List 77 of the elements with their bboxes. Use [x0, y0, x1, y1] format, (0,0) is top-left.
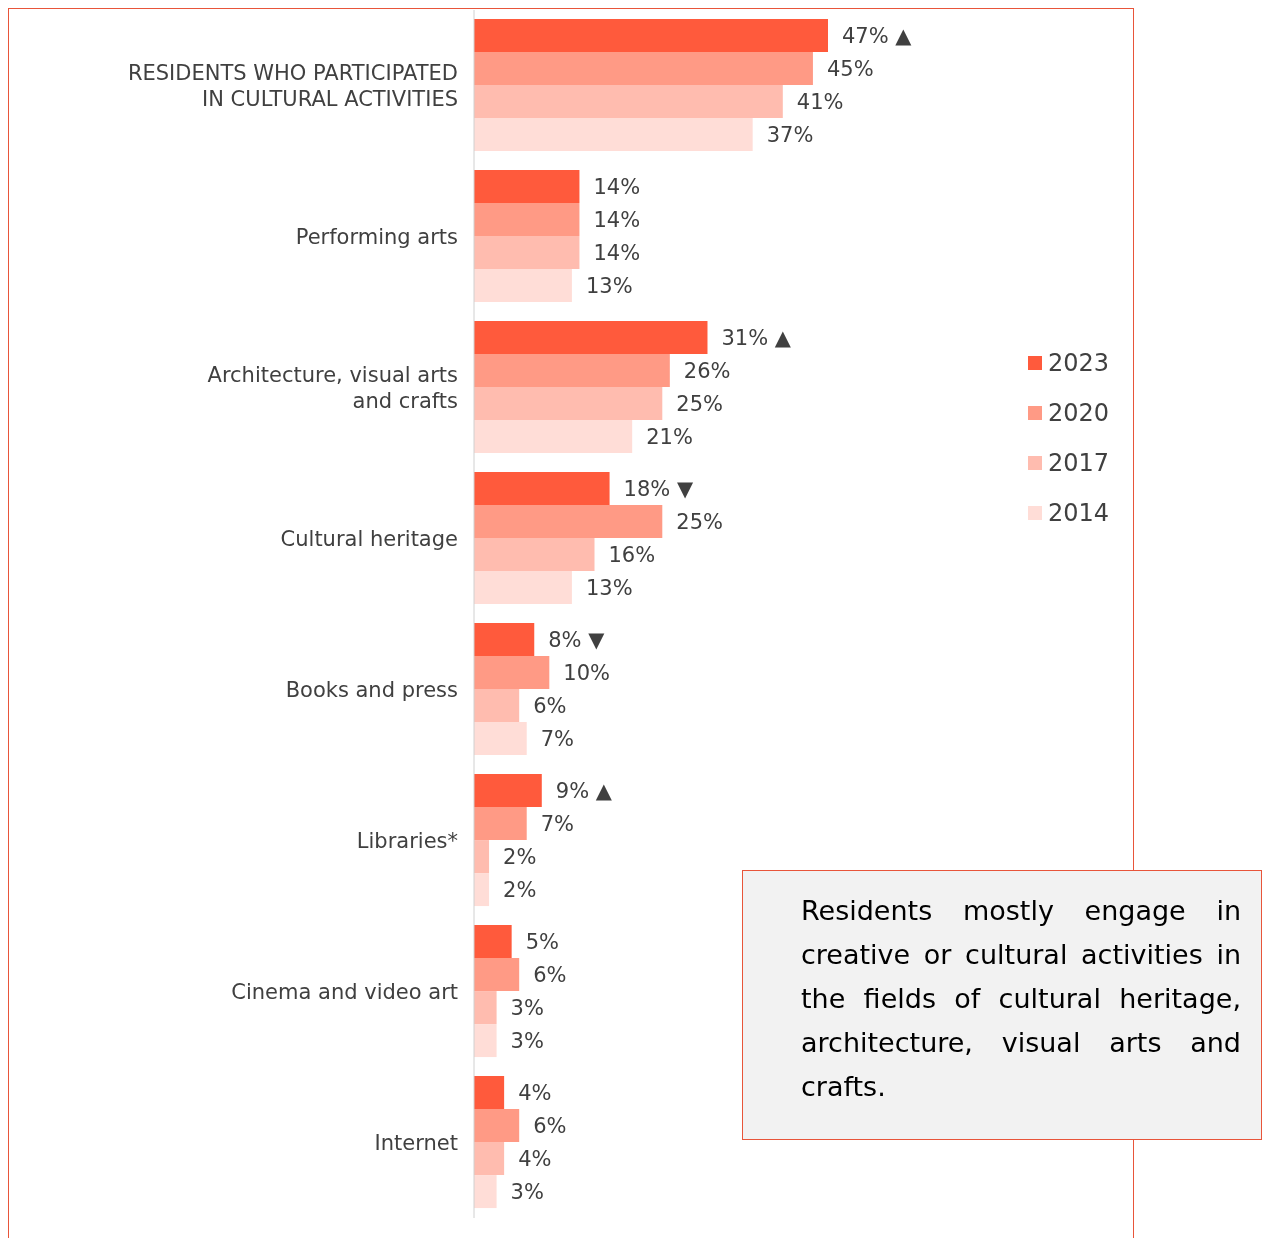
data-label: 13% [585, 576, 633, 601]
data-label: 10% [563, 661, 611, 686]
data-label: 21% [646, 425, 693, 450]
bar [474, 387, 663, 421]
bar [474, 925, 512, 959]
data-label: 37% [766, 123, 814, 148]
bar [474, 571, 572, 605]
data-label: 6% [533, 963, 567, 988]
bar [474, 170, 580, 204]
data-label: 4% [518, 1147, 552, 1172]
bar [474, 203, 580, 237]
bar [474, 505, 663, 539]
bar [474, 52, 813, 86]
data-label: 45% [826, 57, 874, 82]
bar [474, 420, 633, 454]
data-label: 7% [540, 727, 575, 752]
data-label: 6% [533, 694, 567, 719]
data-label: 14% [593, 175, 641, 200]
data-label: 25% [676, 392, 723, 417]
bar [474, 85, 783, 119]
bar [474, 1175, 497, 1209]
bar [474, 958, 520, 992]
data-label: 3% [510, 1029, 544, 1054]
data-label: 31% ▲ [721, 326, 792, 351]
bar [474, 236, 580, 270]
data-label: 26% [683, 359, 731, 384]
annotation: Residents mostly engage in creative or cultural activities in the fields of cultural heritage, architecture, visual arts and crafts. [742, 870, 1262, 1140]
bar [474, 656, 550, 690]
bar [474, 722, 527, 756]
bar [474, 1076, 505, 1110]
bar [474, 538, 595, 572]
data-label: 2% [503, 878, 537, 903]
y-tick-label: Cultural heritage [280, 526, 458, 551]
y-tick-label: Books and press [285, 677, 458, 702]
data-label: 25% [676, 510, 723, 535]
data-label: 4% [518, 1081, 552, 1106]
y-tick-label: Performing arts [295, 224, 458, 249]
bar [474, 118, 753, 152]
data-label: 3% [510, 1180, 544, 1205]
data-label: 14% [593, 241, 641, 266]
bar [474, 1109, 520, 1143]
bar [474, 840, 490, 874]
legend-label: 2023 [1048, 349, 1110, 377]
bar [474, 1024, 497, 1058]
data-label: 7% [540, 812, 575, 837]
data-label: 9% ▲ [555, 779, 613, 804]
data-label: 5% [525, 930, 559, 955]
data-label: 13% [585, 274, 633, 299]
data-label: 3% [510, 996, 544, 1021]
y-tick-label: Cinema and video art [231, 979, 458, 1004]
y-tick-label: Libraries* [356, 828, 458, 853]
data-label: 6% [533, 1114, 567, 1139]
y-tick-label: Internet [374, 1130, 458, 1155]
legend-label: 2014 [1048, 499, 1110, 527]
bar [474, 354, 670, 388]
data-label: 8% ▼ [548, 628, 606, 653]
bar [474, 774, 542, 808]
bar [474, 1142, 505, 1176]
legend-label: 2017 [1048, 449, 1110, 477]
bar [474, 807, 527, 841]
legend-label: 2020 [1048, 399, 1110, 427]
data-label: 47% ▲ [842, 24, 913, 49]
bar [474, 873, 490, 907]
bar [474, 689, 520, 723]
bar [474, 623, 535, 657]
data-label: 2% [503, 845, 537, 870]
bar [474, 269, 572, 303]
data-label: 14% [593, 208, 641, 233]
bar [474, 472, 610, 506]
data-label: 16% [608, 543, 656, 568]
bar [474, 19, 828, 53]
data-label: 18% ▼ [623, 477, 694, 502]
y-tick-label: RESIDENTS WHO PARTICIPATED IN CULTURAL ACTIVITIES [127, 60, 458, 111]
bar [474, 991, 497, 1025]
data-label: 41% [796, 90, 844, 115]
bar [474, 321, 708, 355]
y-tick-label: Architecture, visual arts and crafts [207, 362, 458, 413]
